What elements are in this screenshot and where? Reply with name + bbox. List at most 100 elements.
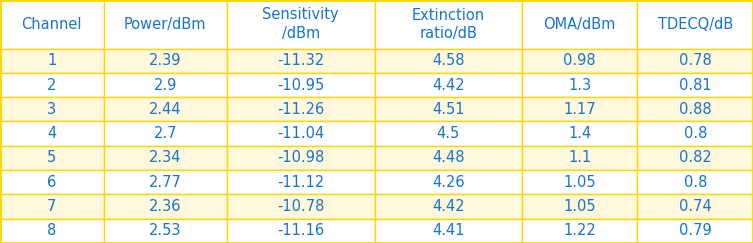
Text: 2.34: 2.34	[149, 150, 181, 165]
Text: OMA/dBm: OMA/dBm	[544, 17, 616, 32]
Bar	[638, 49, 753, 73]
Bar	[104, 97, 227, 122]
Bar	[374, 194, 522, 219]
Bar	[522, 49, 638, 73]
Bar	[522, 170, 638, 194]
Text: 4.51: 4.51	[432, 102, 465, 117]
Text: 0.8: 0.8	[684, 126, 707, 141]
Text: 6: 6	[47, 175, 56, 190]
Text: 0.81: 0.81	[679, 78, 712, 93]
Text: 1.4: 1.4	[568, 126, 591, 141]
Text: 4.58: 4.58	[432, 53, 465, 68]
Text: 0.74: 0.74	[679, 199, 712, 214]
Text: 4.5: 4.5	[437, 126, 460, 141]
Text: 1: 1	[47, 53, 56, 68]
Text: -10.78: -10.78	[277, 199, 325, 214]
Text: 0.82: 0.82	[679, 150, 712, 165]
Bar	[227, 170, 374, 194]
Text: 0.78: 0.78	[679, 53, 712, 68]
Bar	[522, 73, 638, 97]
Text: 5: 5	[47, 150, 56, 165]
Text: -11.16: -11.16	[277, 223, 325, 238]
Bar	[522, 122, 638, 146]
Bar	[227, 73, 374, 97]
Text: 2.9: 2.9	[154, 78, 177, 93]
Bar	[374, 146, 522, 170]
Text: 1.05: 1.05	[563, 199, 596, 214]
Bar	[522, 97, 638, 122]
Text: 4.42: 4.42	[432, 199, 465, 214]
Text: -10.95: -10.95	[277, 78, 325, 93]
Text: 1.1: 1.1	[568, 150, 591, 165]
Text: Power/dBm: Power/dBm	[124, 17, 206, 32]
Text: 3: 3	[47, 102, 56, 117]
Text: 2.7: 2.7	[154, 126, 177, 141]
Bar	[522, 0, 638, 49]
Text: 0.79: 0.79	[679, 223, 712, 238]
Text: 2.53: 2.53	[149, 223, 181, 238]
Bar	[374, 97, 522, 122]
Bar	[227, 97, 374, 122]
Text: 1.22: 1.22	[563, 223, 596, 238]
Bar	[104, 194, 227, 219]
Bar	[638, 219, 753, 243]
Bar	[374, 170, 522, 194]
Text: Extinction
ratio/dB: Extinction ratio/dB	[412, 8, 485, 41]
Text: 4.41: 4.41	[432, 223, 465, 238]
Bar	[0, 194, 104, 219]
Bar	[638, 97, 753, 122]
Bar	[374, 73, 522, 97]
Bar	[0, 49, 104, 73]
Bar	[0, 122, 104, 146]
Bar	[104, 49, 227, 73]
Text: 2.44: 2.44	[149, 102, 181, 117]
Text: 0.88: 0.88	[679, 102, 712, 117]
Text: 7: 7	[47, 199, 56, 214]
Bar	[522, 194, 638, 219]
Text: Channel: Channel	[22, 17, 82, 32]
Text: 2: 2	[47, 78, 56, 93]
Text: 1.3: 1.3	[568, 78, 591, 93]
Bar	[0, 146, 104, 170]
Bar	[227, 146, 374, 170]
Text: TDECQ/dB: TDECQ/dB	[657, 17, 733, 32]
Bar	[227, 0, 374, 49]
Bar	[0, 73, 104, 97]
Bar	[638, 170, 753, 194]
Text: 0.98: 0.98	[563, 53, 596, 68]
Text: -11.04: -11.04	[277, 126, 325, 141]
Bar	[374, 49, 522, 73]
Bar	[104, 146, 227, 170]
Bar	[638, 146, 753, 170]
Text: 2.36: 2.36	[149, 199, 181, 214]
Text: 4: 4	[47, 126, 56, 141]
Text: -11.26: -11.26	[277, 102, 325, 117]
Bar	[374, 122, 522, 146]
Bar	[227, 194, 374, 219]
Bar	[522, 146, 638, 170]
Bar	[0, 170, 104, 194]
Bar	[227, 219, 374, 243]
Text: 1.05: 1.05	[563, 175, 596, 190]
Text: 0.8: 0.8	[684, 175, 707, 190]
Bar	[638, 122, 753, 146]
Bar	[0, 0, 104, 49]
Bar	[227, 49, 374, 73]
Text: -11.12: -11.12	[277, 175, 325, 190]
Bar	[104, 122, 227, 146]
Bar	[374, 219, 522, 243]
Text: 4.26: 4.26	[432, 175, 465, 190]
Text: -11.32: -11.32	[277, 53, 325, 68]
Bar	[0, 219, 104, 243]
Text: 8: 8	[47, 223, 56, 238]
Bar	[374, 0, 522, 49]
Bar	[638, 194, 753, 219]
Bar	[104, 0, 227, 49]
Text: -10.98: -10.98	[277, 150, 325, 165]
Bar	[638, 73, 753, 97]
Bar	[227, 122, 374, 146]
Text: 4.48: 4.48	[432, 150, 465, 165]
Text: 2.39: 2.39	[149, 53, 181, 68]
Text: Sensitivity
/dBm: Sensitivity /dBm	[263, 8, 339, 41]
Bar	[522, 219, 638, 243]
